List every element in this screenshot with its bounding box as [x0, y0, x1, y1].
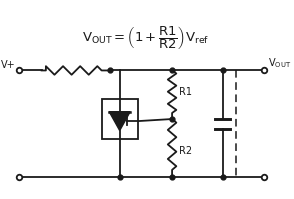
Text: V+: V+ [1, 60, 16, 69]
Bar [102, 99, 138, 139]
Text: V$_{\mathregular{OUT}}$: V$_{\mathregular{OUT}}$ [268, 56, 291, 69]
Polygon shape [109, 112, 130, 131]
Text: $\mathregular{V_{OUT} = \left(1 + \dfrac{R1}{R2}\right)V_{ref}}$: $\mathregular{V_{OUT} = \left(1 + \dfrac… [82, 24, 209, 51]
Text: R2: R2 [179, 146, 192, 156]
Text: R1: R1 [179, 87, 192, 97]
